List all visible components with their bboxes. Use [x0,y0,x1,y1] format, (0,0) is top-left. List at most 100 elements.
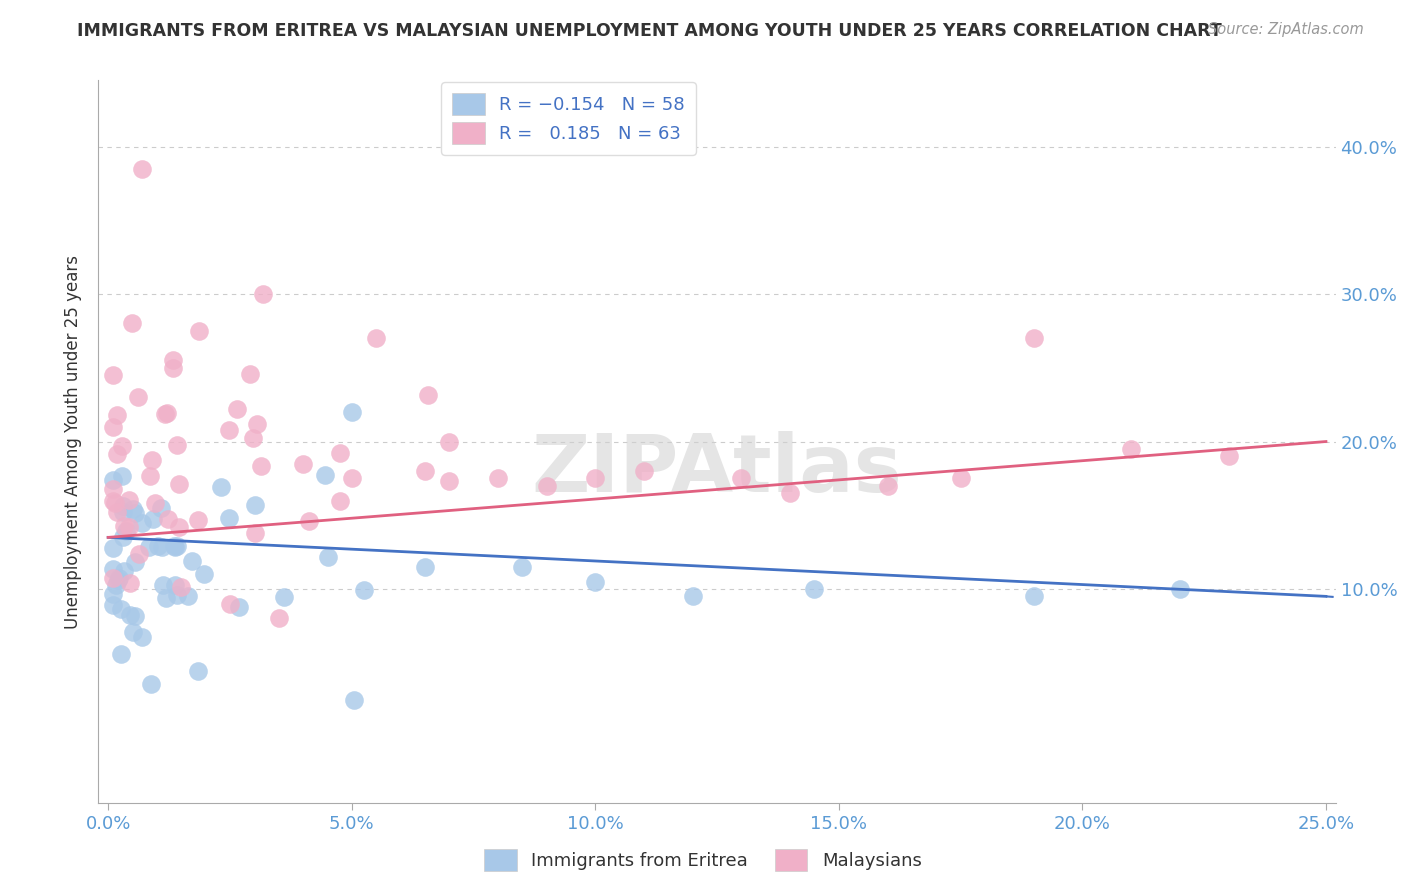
Point [146,539,169,553]
Point [121,316,143,330]
Point [111,469,134,483]
Point [583,574,606,589]
Text: ZIPAtlas: ZIPAtlas [531,432,903,509]
Point [316,549,339,564]
Point [1168,582,1191,596]
Point [105,447,128,461]
Point [329,446,352,460]
Text: IMMIGRANTS FROM ERITREA VS MALAYSIAN UNEMPLOYMENT AMONG YOUTH UNDER 25 YEARS COR: IMMIGRANTS FROM ERITREA VS MALAYSIAN UNE… [77,22,1222,40]
Point [166,539,188,553]
Point [101,482,124,496]
Point [209,480,232,494]
Point [131,516,153,531]
Point [101,494,124,508]
Point [340,471,363,485]
Point [242,431,264,445]
Point [143,496,166,510]
Point [101,598,124,612]
Point [142,512,165,526]
Point [803,582,825,596]
Point [353,582,375,597]
Point [228,599,250,614]
Point [118,519,141,533]
Point [114,564,136,578]
Point [124,506,146,520]
Point [118,607,141,622]
Point [1022,331,1045,345]
Point [167,477,190,491]
Point [218,511,240,525]
Point [536,479,558,493]
Point [298,514,321,528]
Point [120,575,142,590]
Point [181,554,204,568]
Point [101,541,124,555]
Legend: R = −0.154   N = 58, R =   0.185   N = 63: R = −0.154 N = 58, R = 0.185 N = 63 [441,82,696,155]
Point [112,530,135,544]
Point [1022,590,1045,604]
Point [218,423,240,437]
Point [124,609,146,624]
Point [112,519,135,533]
Point [156,512,179,526]
Point [583,471,606,485]
Point [111,438,134,452]
Point [104,577,127,591]
Point [105,408,128,422]
Point [166,588,188,602]
Point [163,539,186,553]
Point [124,555,146,569]
Point [170,580,193,594]
Legend: Immigrants from Eritrea, Malaysians: Immigrants from Eritrea, Malaysians [477,842,929,879]
Point [340,405,363,419]
Point [165,540,187,554]
Point [101,368,124,383]
Point [111,505,134,519]
Point [949,471,972,485]
Point [730,471,752,485]
Point [111,499,134,513]
Point [167,519,190,533]
Point [437,475,460,489]
Point [246,417,269,432]
Point [413,464,436,478]
Point [219,597,242,611]
Point [162,361,184,376]
Point [187,513,209,527]
Y-axis label: Unemployment Among Youth under 25 years: Unemployment Among Youth under 25 years [65,254,83,629]
Point [118,492,141,507]
Point [110,647,132,661]
Point [187,324,209,338]
Point [104,496,127,510]
Point [149,500,172,515]
Point [138,468,160,483]
Point [343,692,366,706]
Point [101,570,124,584]
Point [152,578,174,592]
Point [131,161,153,176]
Point [364,331,387,345]
Point [153,407,176,421]
Point [682,590,704,604]
Point [155,591,177,606]
Point [122,625,145,640]
Point [633,464,655,478]
Point [876,479,898,493]
Point [187,664,209,678]
Point [156,406,179,420]
Point [101,419,124,434]
Point [101,562,124,576]
Text: Source: ZipAtlas.com: Source: ZipAtlas.com [1208,22,1364,37]
Point [486,471,509,485]
Point [1218,450,1240,464]
Point [292,457,315,471]
Point [779,486,801,500]
Point [105,505,128,519]
Point [150,541,173,555]
Point [139,677,162,691]
Point [114,524,136,538]
Point [413,560,436,574]
Point [1119,442,1142,456]
Point [141,453,163,467]
Point [176,590,198,604]
